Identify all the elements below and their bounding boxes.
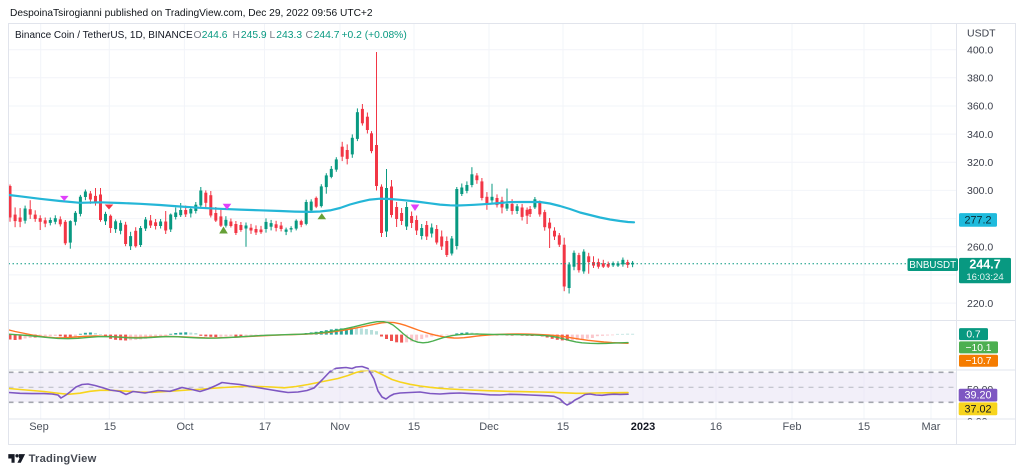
svg-text:Binance Coin / TetherUS, 1D, B: Binance Coin / TetherUS, 1D, BINANCE xyxy=(15,30,193,41)
svg-text:Sep: Sep xyxy=(29,421,49,433)
svg-text:L: L xyxy=(270,30,276,41)
svg-text:Feb: Feb xyxy=(783,421,802,433)
svg-text:Dec: Dec xyxy=(479,421,499,433)
svg-text:277.2: 277.2 xyxy=(964,215,991,227)
svg-text:15: 15 xyxy=(408,421,420,433)
svg-text:DespoinaTsirogianni published: DespoinaTsirogianni published on Trading… xyxy=(10,8,373,19)
svg-text:−10.1: −10.1 xyxy=(965,343,991,354)
svg-text:−10.7: −10.7 xyxy=(965,356,991,367)
svg-text:400.0: 400.0 xyxy=(967,44,993,56)
svg-text:300.0: 300.0 xyxy=(967,185,993,197)
svg-text:USDT: USDT xyxy=(967,28,996,40)
svg-text:Oct: Oct xyxy=(176,421,193,433)
svg-text:16:03:24: 16:03:24 xyxy=(966,272,1004,283)
svg-text:Mar: Mar xyxy=(922,421,941,433)
svg-text:243.3: 243.3 xyxy=(276,30,302,41)
svg-text:0.7: 0.7 xyxy=(966,330,981,341)
svg-text:360.0: 360.0 xyxy=(967,101,993,113)
svg-text:340.0: 340.0 xyxy=(967,129,993,141)
svg-text:O: O xyxy=(194,30,202,41)
svg-text:BNBUSDT: BNBUSDT xyxy=(909,260,956,271)
svg-text:H: H xyxy=(233,30,240,41)
svg-text:380.0: 380.0 xyxy=(967,73,993,85)
svg-text:TradingView: TradingView xyxy=(29,453,97,465)
svg-text:39.20: 39.20 xyxy=(964,390,991,402)
svg-text:220.0: 220.0 xyxy=(967,298,993,310)
svg-text:37.02: 37.02 xyxy=(964,403,991,415)
svg-text:Nov: Nov xyxy=(330,421,350,433)
svg-text:260.0: 260.0 xyxy=(967,242,993,254)
svg-text:244.7: 244.7 xyxy=(969,258,1000,272)
svg-text:17: 17 xyxy=(259,421,271,433)
svg-text:+0.2 (+0.08%): +0.2 (+0.08%) xyxy=(342,30,407,41)
svg-text:15: 15 xyxy=(104,421,116,433)
svg-text:320.0: 320.0 xyxy=(967,157,993,169)
svg-text:16: 16 xyxy=(710,421,722,433)
svg-text:244.6: 244.6 xyxy=(202,30,228,41)
svg-text:C: C xyxy=(306,30,314,41)
svg-text:15: 15 xyxy=(858,421,870,433)
svg-text:15: 15 xyxy=(557,421,569,433)
svg-text:2023: 2023 xyxy=(631,421,655,433)
svg-text:245.9: 245.9 xyxy=(241,30,267,41)
svg-text:244.7: 244.7 xyxy=(314,30,340,41)
